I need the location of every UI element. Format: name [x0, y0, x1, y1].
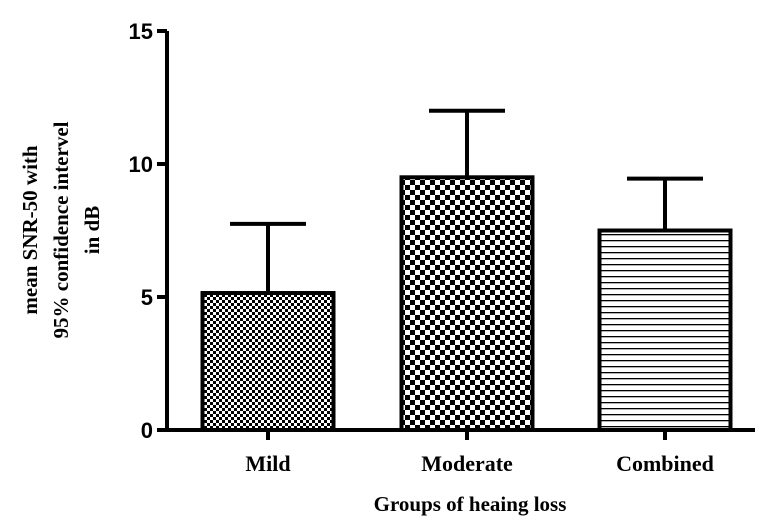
category-labels: Mild Moderate Combined	[245, 430, 714, 476]
y-axis-label-line-2: 95% confidence intervel	[49, 121, 73, 338]
x-tick-label-combined: Combined	[616, 451, 714, 476]
y-axis-label: mean SNR-50 with 95% confidence intervel…	[18, 121, 104, 338]
y-ticks: 0 5 10 15	[129, 19, 167, 443]
y-tick-label: 0	[141, 418, 153, 443]
bars	[200, 175, 733, 433]
y-tick-label: 15	[129, 19, 153, 44]
error-bars	[230, 108, 703, 294]
bar-moderate	[399, 175, 535, 432]
y-axis-label-line-1: mean SNR-50 with	[18, 145, 42, 314]
x-tick-label-mild: Mild	[245, 451, 290, 476]
x-tick-label-moderate: Moderate	[421, 451, 513, 476]
bar-combined	[597, 228, 733, 432]
y-tick-label: 5	[141, 285, 153, 310]
y-axis-label-line-3: in dB	[80, 206, 104, 254]
x-axis-label: Groups of heaing loss	[374, 492, 567, 516]
y-tick-label: 10	[129, 152, 153, 177]
bar-mild	[200, 291, 336, 433]
